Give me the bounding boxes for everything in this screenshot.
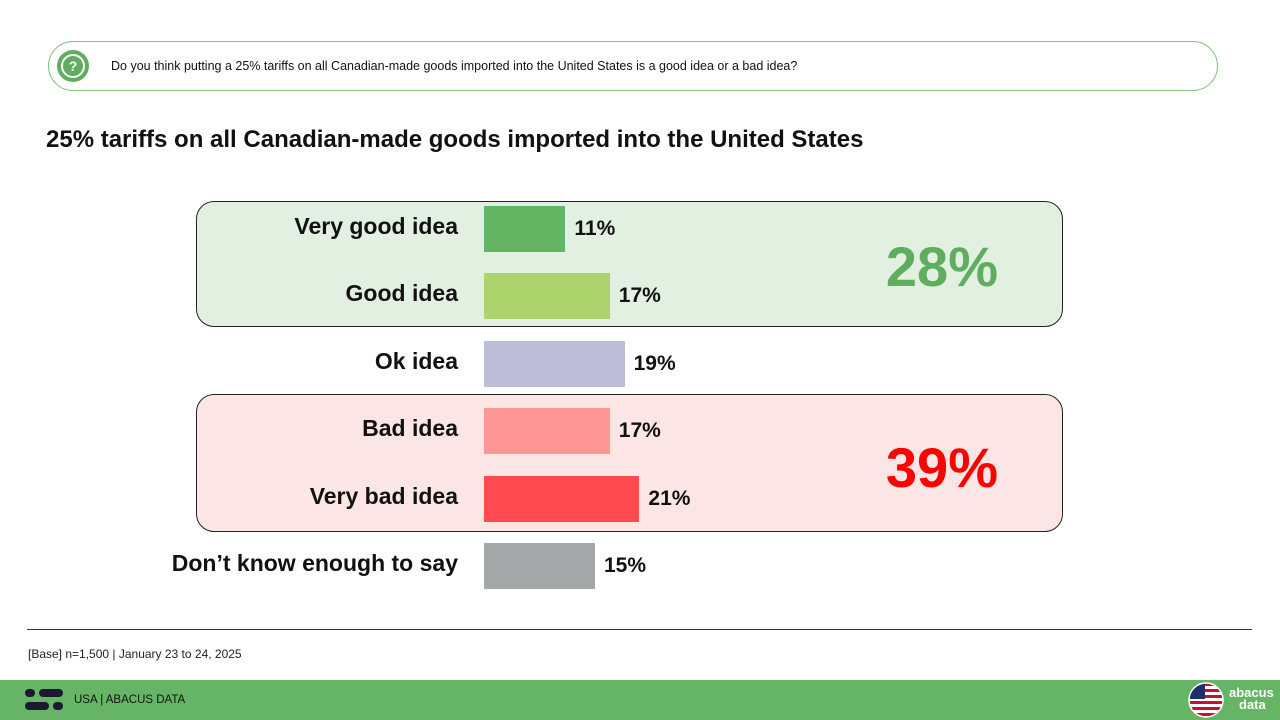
bar-don-t-know-enough-to-say	[484, 543, 595, 589]
bar-ok-idea	[484, 340, 625, 387]
category-label-don-t-know-enough-to-say: Don’t know enough to say	[171, 550, 458, 576]
footer-divider	[27, 629, 1252, 630]
value-label-good-idea: 17%	[618, 284, 661, 308]
brand-wordmark: abacus data	[1229, 685, 1274, 712]
bad-idea-total: 39%	[885, 436, 998, 499]
brand-line2: data	[1239, 697, 1266, 712]
base-note: [Base] n=1,500 | January 23 to 24, 2025	[28, 647, 242, 661]
chart-title: 25% tariffs on all Canadian-made goods i…	[46, 126, 864, 153]
footer-bar: USA | ABACUS DATA	[0, 680, 1280, 720]
category-label-very-good-idea: Very good idea	[294, 213, 458, 239]
value-label-bad-idea: 17%	[618, 419, 661, 443]
value-label-don-t-know-enough-to-say: 15%	[604, 554, 647, 577]
value-label-very-bad-idea: 21%	[648, 486, 691, 510]
bad-idea-group: 39%	[196, 394, 1063, 532]
footer-label: USA | ABACUS DATA	[74, 694, 186, 706]
value-label-ok-idea: 19%	[633, 351, 676, 375]
us-flag-icon	[1188, 682, 1224, 718]
value-label-very-good-idea: 11%	[574, 217, 616, 240]
question-box: ? Do you think putting a 25% tariffs on …	[48, 41, 1218, 91]
question-icon: ?	[57, 50, 89, 82]
good-idea-group: 28%	[196, 201, 1063, 327]
brand-line1: abacus	[1229, 685, 1274, 700]
bar-very-good-idea	[484, 206, 566, 252]
category-label-bad-idea: Bad idea	[362, 415, 458, 442]
bar-very-bad-idea	[484, 475, 640, 522]
category-label-ok-idea: Ok idea	[374, 347, 458, 374]
good-idea-total: 28%	[885, 235, 998, 298]
bar-chart: Very good idea 11% Good idea 17% Ok idea 19% B…	[171, 206, 691, 589]
abacus-logo-icon	[25, 689, 63, 711]
bar-bad-idea	[484, 408, 610, 455]
category-label-very-bad-idea: Very bad idea	[309, 482, 458, 509]
category-label-good-idea: Good idea	[345, 280, 458, 307]
question-text: Do you think putting a 25% tariffs on al…	[111, 59, 798, 73]
bar-good-idea	[484, 273, 610, 320]
